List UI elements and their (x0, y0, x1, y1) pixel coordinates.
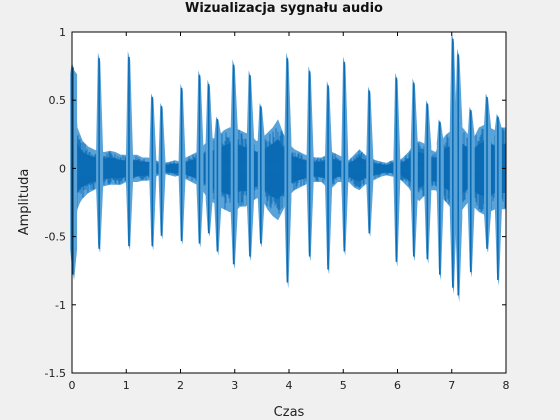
axes (71, 31, 507, 374)
chart-title: Wizualizacja sygnału audio (185, 1, 383, 16)
x-tick-label: 1 (123, 379, 130, 392)
y-tick-label: 1 (59, 26, 66, 39)
x-tick-label: 4 (286, 379, 293, 392)
x-tick-label: 3 (231, 379, 238, 392)
x-tick-label: 8 (503, 379, 510, 392)
x-axis-label: Czas (274, 405, 305, 420)
y-tick-label: -0.5 (45, 231, 66, 244)
x-tick-label: 2 (177, 379, 184, 392)
y-tick-label: -1 (55, 299, 66, 312)
x-tick-label: 0 (69, 379, 76, 392)
tick-labels: 0 1 2 3 4 5 6 7 8 1 0.5 0 -0.5 -1 -1.5 (45, 26, 510, 392)
signal-waveform (70, 32, 507, 303)
x-tick-label: 5 (340, 379, 347, 392)
x-tick-label: 6 (394, 379, 401, 392)
y-axis-label: Amplituda (17, 169, 32, 236)
x-tick-label: 7 (448, 379, 455, 392)
y-tick-label: -1.5 (45, 367, 66, 380)
y-tick-label: 0.5 (49, 94, 67, 107)
y-tick-label: 0 (59, 162, 66, 175)
